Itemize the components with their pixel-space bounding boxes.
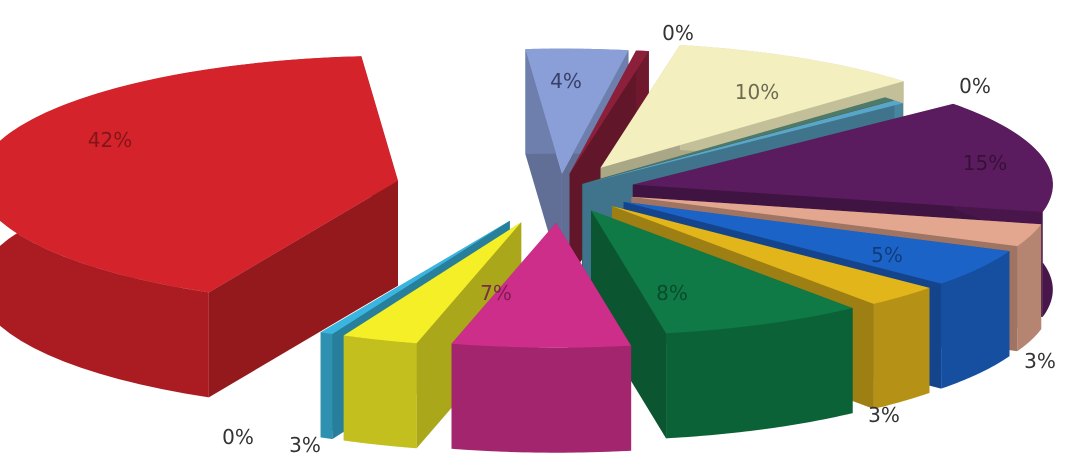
pie-slice-cut-face [208, 180, 398, 398]
pie-slice-label: 5% [871, 243, 903, 267]
pie-slice [0, 56, 398, 293]
pie-slice [320, 220, 510, 335]
pie-slice-outer-wall [343, 335, 417, 449]
pie-slice-label: 8% [656, 281, 688, 305]
pie-slice-label: 0% [662, 21, 694, 45]
pie-slice-outer-wall [320, 332, 333, 440]
pie-slice-label: 3% [289, 433, 321, 456]
pie-slice [582, 100, 903, 185]
pie-slice-label: 10% [735, 80, 779, 104]
pie-slice [525, 48, 629, 174]
pie-slice-label: 4% [550, 69, 582, 93]
pie-slice-label: 3% [1024, 349, 1056, 373]
pie-slice-outer-wall [451, 343, 632, 453]
pie-labels: 4% 0% 10% 0% 15% 3% 5% 3% 8% 7% 3% 0% 42% [88, 21, 1056, 456]
pie-slice-tops [0, 45, 1053, 348]
pie-slice [632, 103, 1053, 213]
pie-slice [600, 45, 904, 168]
pie-slice [569, 50, 649, 174]
pie-slice [590, 210, 853, 334]
pie-slice [581, 97, 894, 184]
pie-slice-label: 15% [963, 151, 1007, 175]
pie-slice-outer-wall [873, 287, 930, 409]
pie-slice-label: 0% [959, 74, 991, 98]
pie-slice-label: 3% [868, 403, 900, 427]
pie-slice [451, 222, 632, 348]
pie-slice [623, 201, 1010, 284]
pie-slice-label: 7% [480, 281, 512, 305]
pie-slice [343, 222, 522, 344]
pie-slice [611, 206, 930, 304]
pie-slice-label: 0% [222, 425, 254, 449]
pie-slice-label: 42% [88, 128, 132, 152]
pie-slice-outer-wall [666, 308, 853, 439]
pie-slice-cut-face [590, 210, 667, 439]
pie-slice-outer-wall [941, 251, 1010, 389]
pie-slice-outer-wall [1017, 224, 1042, 352]
pie-slice [631, 196, 1042, 247]
